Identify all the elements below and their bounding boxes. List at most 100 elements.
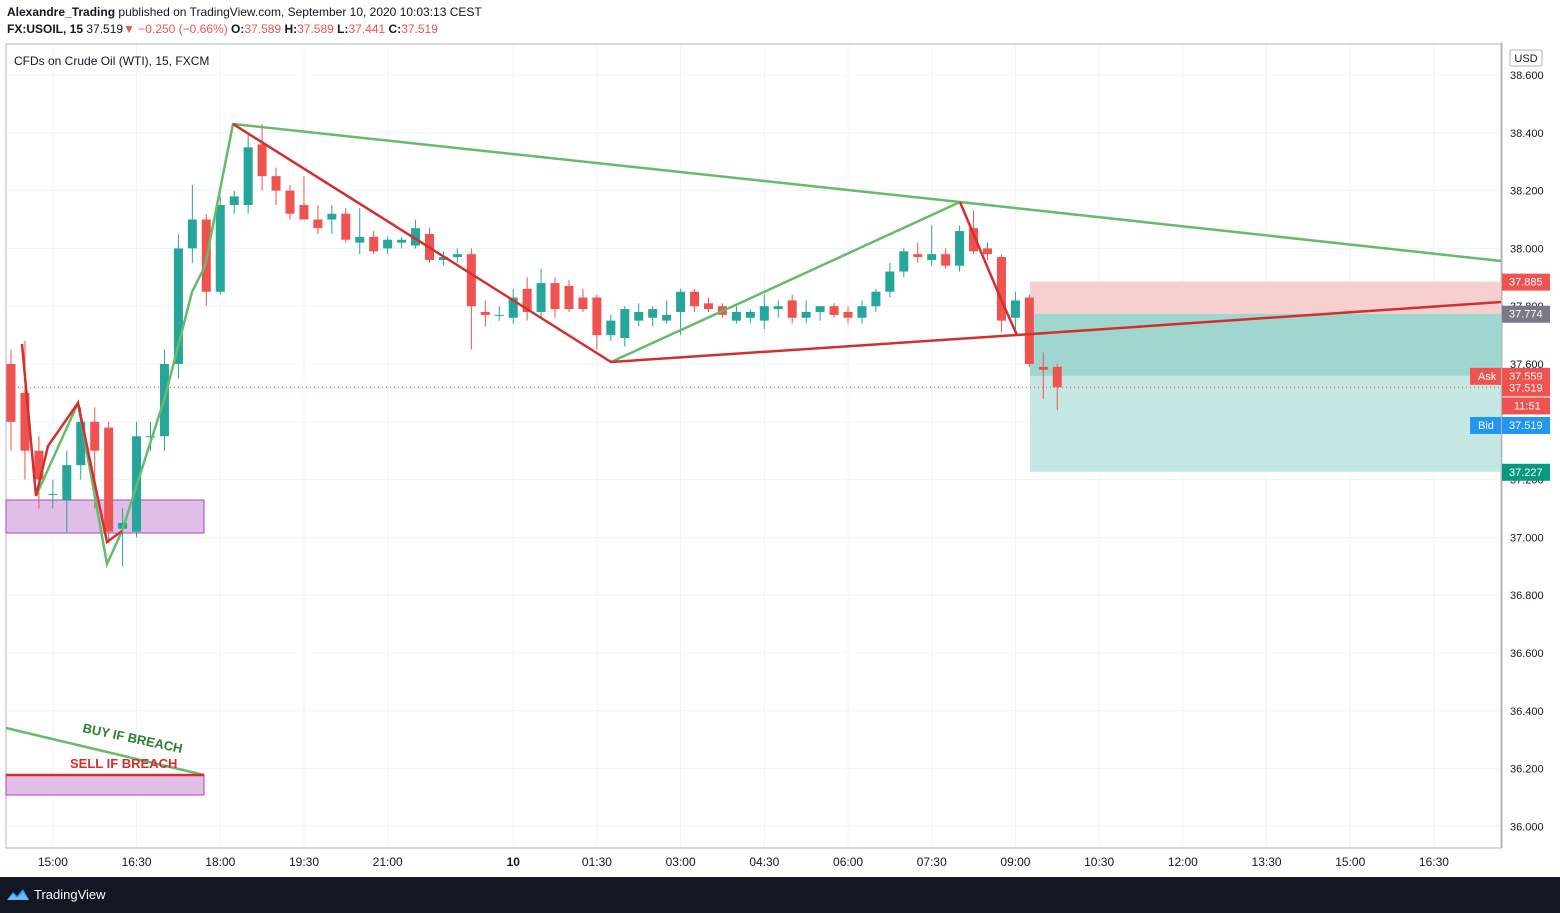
breakout-trendline [5, 726, 205, 777]
close-value: 37.519 [401, 22, 438, 36]
high-label: H: [284, 22, 298, 36]
price-tick-label: 36.400 [1510, 706, 1544, 718]
target-price-label: 37.227 [1509, 467, 1543, 479]
price-tick-label: 38.000 [1510, 243, 1544, 255]
chart-title: CFDs on Crude Oil (WTI), 15, FXCM [14, 54, 209, 68]
time-tick-label: 12:00 [1168, 855, 1198, 869]
trend-drawings [5, 122, 1502, 777]
profit-zone [1030, 375, 1501, 472]
candle-body [508, 297, 518, 318]
author-name[interactable]: Alexandre_Trading [7, 5, 116, 19]
price-tick-label: 36.200 [1510, 764, 1544, 776]
candle-body [550, 283, 560, 310]
candle-body [48, 494, 58, 496]
candle-body [592, 297, 602, 336]
candle-body [299, 205, 309, 220]
candle-body [927, 254, 937, 260]
candle-body [745, 311, 755, 318]
candle-body [34, 450, 44, 480]
currency-badge[interactable] [1509, 49, 1543, 67]
candle-body [564, 285, 574, 310]
tradingview-logo-icon[interactable] [6, 886, 30, 902]
candle-body [369, 236, 379, 252]
candle-body [885, 271, 895, 292]
candle-body [648, 309, 658, 318]
price-chart[interactable]: CFDs on Crude Oil (WTI), 15, FXCM BUY IF… [0, 42, 1560, 877]
countdown-bg [1502, 397, 1550, 415]
ohlc-line: FX:USOIL, 15 37.519 ▼ −0.250 (−0.66%) O: 3… [7, 22, 438, 36]
grid [6, 44, 1501, 848]
entry-price-label-bg [1502, 305, 1550, 323]
candle-body [983, 248, 992, 255]
last-price-label: 37.519 [1509, 382, 1543, 394]
candle-body [913, 254, 923, 258]
target-price-label-bg [1502, 463, 1550, 481]
green-pattern-line [34, 122, 1502, 569]
tradingview-brand[interactable]: TradingView [34, 887, 106, 902]
bid-tag-bg [1470, 416, 1501, 434]
candle-body [257, 144, 267, 177]
time-tick-label: 10:30 [1084, 855, 1114, 869]
price-axis[interactable]: USD [1501, 42, 1560, 848]
chart-header: Alexandre_Trading published on TradingVi… [0, 0, 1560, 42]
bid-price-label-bg [1502, 416, 1550, 434]
time-tick-label: 16:30 [122, 855, 152, 869]
ask-tag: Ask [1478, 371, 1497, 383]
zones [5, 281, 1501, 796]
time-tick-label: 01:30 [582, 855, 612, 869]
time-tick-label: 04:30 [749, 855, 779, 869]
symbol-label[interactable]: FX:USOIL, 15 [7, 22, 84, 36]
candle-body [1010, 300, 1020, 318]
candle-body [690, 291, 700, 307]
candle-body [62, 465, 72, 500]
red-pattern-line [232, 122, 1502, 364]
candle-body [787, 300, 797, 318]
publisher-line: Alexandre_Trading published on TradingVi… [7, 5, 482, 19]
candle-body [1024, 297, 1034, 364]
candle-body [173, 248, 183, 364]
time-tick-label: 18:00 [205, 855, 235, 869]
last-price-label-bg [1502, 379, 1550, 397]
candle-body [187, 219, 197, 249]
candle-body [522, 288, 532, 312]
candle-body [327, 213, 337, 220]
candle-body [6, 364, 16, 422]
candle-body [411, 228, 421, 246]
candle-body [620, 309, 630, 338]
time-tick-label: 10 [507, 855, 521, 869]
candle-body [606, 320, 616, 336]
price-tick-label: 38.600 [1510, 70, 1544, 82]
price-tick-label: 36.000 [1510, 821, 1544, 833]
candle-body [313, 219, 323, 229]
candle-body [829, 306, 839, 315]
high-value: 37.589 [297, 22, 334, 36]
bid-tag: Bid [1478, 420, 1494, 432]
time-tick-label: 13:30 [1252, 855, 1282, 869]
price-change: −0.250 (−0.66%) [138, 22, 228, 36]
green-pattern-line [610, 200, 961, 364]
down-arrow-icon: ▼ [123, 22, 135, 36]
time-tick-label: 09:00 [1000, 855, 1030, 869]
candle-body [494, 314, 504, 316]
low-value: 37.441 [348, 22, 386, 36]
candle-body [801, 311, 811, 318]
candle-body [996, 257, 1006, 321]
candle-body [90, 421, 100, 451]
price-tick-label: 38.400 [1510, 128, 1544, 140]
open-label: O: [231, 22, 245, 36]
candle-body [229, 196, 239, 206]
time-tick-label: 06:00 [833, 855, 863, 869]
candle-body [731, 311, 741, 321]
candle-body [452, 254, 462, 258]
candle-body [955, 231, 965, 266]
candle-body [759, 306, 769, 321]
candle-body [215, 205, 225, 292]
red-pattern-line [958, 201, 1019, 336]
lower-zone [5, 774, 205, 796]
profit-zone-filled [1030, 313, 1501, 376]
candle-body [146, 436, 155, 438]
price-tick-label: 36.600 [1510, 648, 1544, 660]
candle-body [383, 239, 393, 249]
candle-body [1038, 366, 1048, 370]
candle-body [815, 306, 825, 312]
